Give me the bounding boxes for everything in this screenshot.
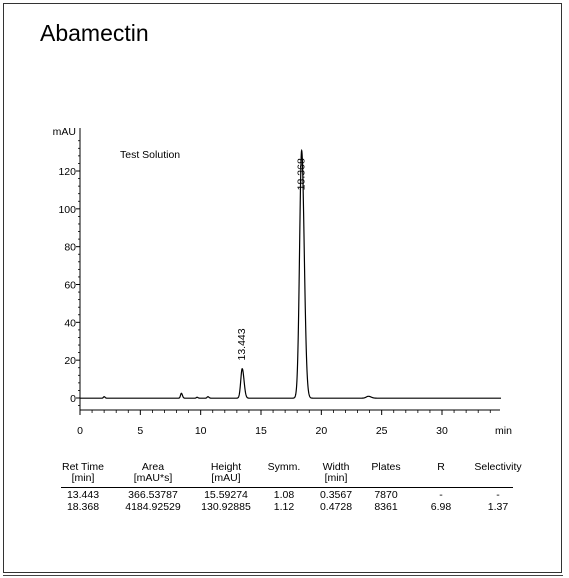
y-tick-label: 100 — [58, 204, 76, 216]
y-tick-label: 80 — [64, 242, 76, 254]
table-cell: 13.443 — [66, 489, 100, 501]
table-cell: 4184.92529 — [125, 501, 181, 513]
header-label: Area — [141, 461, 165, 473]
report-frame — [3, 3, 562, 573]
x-tick-label: 5 — [137, 425, 143, 437]
table-header-cell: Area [mAU*s] — [113, 462, 193, 484]
table-header-cell: Selectivity — [458, 462, 538, 473]
header-label: Plates — [371, 461, 401, 473]
table-cell: 1.08 — [273, 489, 295, 501]
table-row: 18.368 4184.92529 130.92885 1.12 0.4728 8361 6… — [53, 501, 533, 513]
header-label: Height — [210, 461, 242, 473]
table-cell: 1.37 — [487, 501, 509, 513]
chart-axes — [79, 128, 500, 411]
x-axis-label: min — [495, 425, 512, 437]
table-header-cell: R — [401, 462, 481, 473]
header-unit: [min] — [71, 472, 95, 484]
table-cell: 18.368 — [66, 501, 100, 513]
table-cell: - — [439, 489, 443, 501]
y-tick-label: 0 — [70, 393, 76, 405]
x-tick-label: 25 — [376, 425, 388, 437]
peak-label: 18.368 — [296, 158, 308, 190]
peak-table-body: 13.443 366.53787 15.59274 1.08 0.3567 7870- -1… — [53, 489, 533, 513]
y-tick-label: 60 — [64, 280, 76, 292]
table-cell: 15.59274 — [204, 489, 248, 501]
table-cell: 130.92885 — [201, 501, 251, 513]
chromatogram-trace — [80, 148, 502, 399]
report-title: Abamectin — [40, 20, 149, 46]
y-tick-label: 20 — [64, 355, 76, 367]
peak-table-rule — [61, 487, 513, 488]
peak-table: Ret Time [min] Area [mAU*s] Height [mAU] Symm.… — [53, 462, 533, 513]
header-unit: [min] — [324, 472, 348, 484]
peak-labels: 13.443 18.368 — [236, 158, 307, 360]
header-label: Ret Time — [61, 461, 104, 473]
header-label: Width — [322, 461, 350, 473]
x-tick-label: 30 — [436, 425, 448, 437]
table-cell: 6.98 — [430, 501, 452, 513]
x-tick-label: 15 — [255, 425, 267, 437]
chromatogram-chart: 0 20 40 60 80 100 120 0 5 10 15 20 25 30 13.443 18.368… — [53, 126, 512, 437]
table-header-cell: Width [min] — [296, 462, 376, 484]
x-tick-label: 20 — [315, 425, 327, 437]
header-label: Symm. — [267, 461, 301, 473]
table-cell: 7870 — [374, 489, 398, 501]
header-unit: [mAU] — [211, 472, 241, 484]
table-header-cell: Height [mAU] — [186, 462, 266, 484]
table-cell: 1.12 — [273, 501, 295, 513]
header-unit: [mAU*s] — [133, 472, 173, 484]
peak-label: 13.443 — [236, 328, 248, 360]
table-header-cell: Symm. — [244, 462, 324, 473]
bottom-rule — [3, 575, 563, 576]
test-solution-label: Test Solution — [120, 149, 180, 161]
y-tick-label: 120 — [58, 166, 76, 178]
table-header-cell: Ret Time [min] — [43, 462, 123, 484]
y-axis-label: mAU — [53, 126, 76, 138]
table-header-cell: Plates — [346, 462, 426, 473]
table-cell: - — [496, 489, 500, 501]
table-row: 13.443 366.53787 15.59274 1.08 0.3567 7870 - - — [53, 489, 533, 501]
header-label: Selectivity — [474, 461, 522, 473]
chart-ticks: 0 20 40 60 80 100 120 0 5 10 15 20 25 30 — [58, 140, 491, 437]
table-cell: 8361 — [374, 501, 398, 513]
table-cell: 366.53787 — [128, 489, 178, 501]
x-tick-label: 0 — [77, 425, 83, 437]
x-tick-label: 10 — [195, 425, 207, 437]
header-label: R — [437, 461, 445, 473]
y-tick-label: 40 — [64, 317, 76, 329]
table-cell: 0.3567 — [319, 489, 353, 501]
peak-table-header: Ret Time [min] Area [mAU*s] Height [mAU] Symm.… — [53, 462, 533, 484]
table-cell: 0.4728 — [319, 501, 353, 513]
